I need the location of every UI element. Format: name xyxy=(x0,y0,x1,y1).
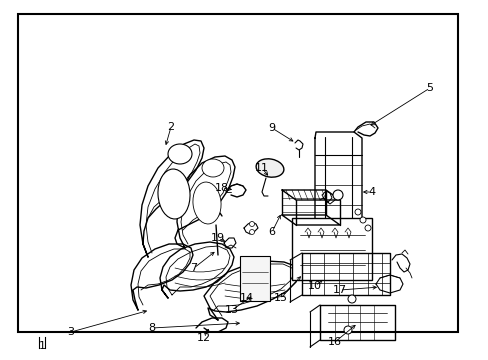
Text: 10: 10 xyxy=(307,281,321,291)
Bar xyxy=(18,14,457,332)
Text: 14: 14 xyxy=(240,293,254,303)
Text: 8: 8 xyxy=(148,323,155,333)
Circle shape xyxy=(249,221,254,226)
Circle shape xyxy=(359,217,365,223)
Ellipse shape xyxy=(158,169,190,219)
Text: 17: 17 xyxy=(332,285,346,295)
Ellipse shape xyxy=(202,159,224,177)
Text: 7: 7 xyxy=(190,263,197,273)
Circle shape xyxy=(364,225,370,231)
Text: 5: 5 xyxy=(426,83,433,93)
Circle shape xyxy=(332,190,342,200)
Circle shape xyxy=(347,295,355,303)
Bar xyxy=(240,256,269,301)
Text: 11: 11 xyxy=(254,163,268,173)
Text: 13: 13 xyxy=(224,305,239,315)
Circle shape xyxy=(249,230,254,234)
Bar xyxy=(291,218,371,280)
Text: 12: 12 xyxy=(197,333,211,343)
Text: 2: 2 xyxy=(167,122,174,132)
Text: 16: 16 xyxy=(327,337,341,347)
Text: 15: 15 xyxy=(273,293,287,303)
Circle shape xyxy=(354,209,360,215)
Text: 4: 4 xyxy=(367,187,375,197)
Text: 3: 3 xyxy=(67,327,74,337)
Text: 18: 18 xyxy=(215,183,228,193)
Ellipse shape xyxy=(168,144,192,164)
Text: 1: 1 xyxy=(39,341,45,351)
Ellipse shape xyxy=(193,182,221,224)
Text: 6: 6 xyxy=(268,227,275,237)
Ellipse shape xyxy=(256,159,284,177)
Circle shape xyxy=(343,326,351,334)
Text: 9: 9 xyxy=(268,123,275,133)
Text: 19: 19 xyxy=(210,233,224,243)
